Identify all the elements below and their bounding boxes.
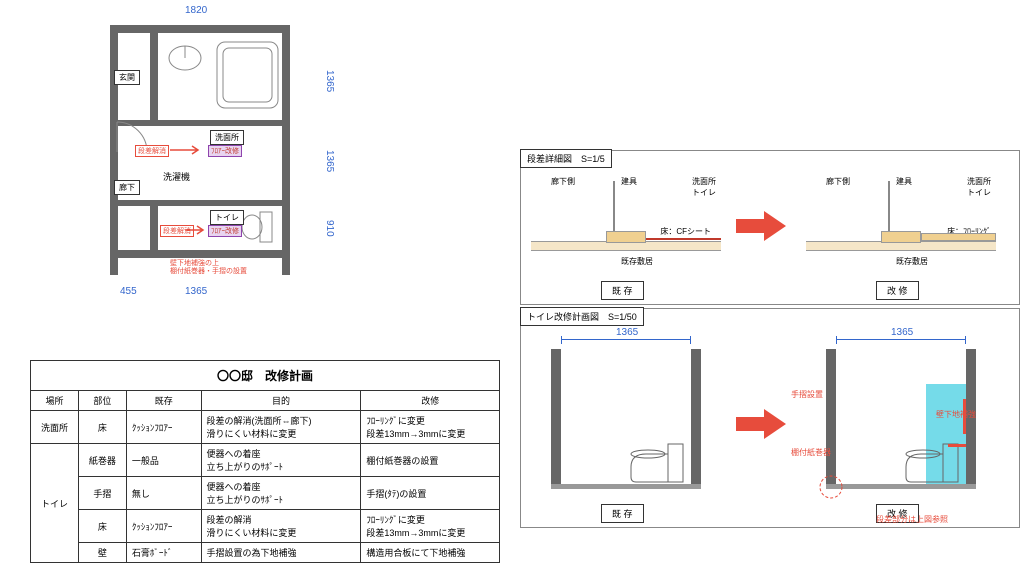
th: 目的 <box>201 391 361 411</box>
lbl: 廊下側 <box>826 176 850 187</box>
floor <box>826 484 976 489</box>
floor-plan: 1820 1365 1365 910 455 1365 玄関 洗面所 洗濯機 廊… <box>100 5 320 295</box>
table-title: 〇〇邸 改修計画 <box>31 361 500 391</box>
room-rouka: 廊下 <box>114 180 140 195</box>
bathtub-icon <box>215 40 280 110</box>
dim-r1: 1365 <box>324 70 335 92</box>
flooring <box>921 233 996 241</box>
threshold <box>606 231 646 243</box>
red-dankai1: 段差解消 <box>135 145 169 157</box>
red-note: 壁下地補強の上 棚付紙巻器・手摺の設置 <box>170 260 247 277</box>
toilet-icon <box>240 210 275 245</box>
dim-top: 1820 <box>185 5 207 16</box>
note-kabe: 壁下地補強 <box>936 409 976 420</box>
purple-1: ﾌﾛｱｰ改修 <box>208 145 242 157</box>
door-line <box>888 181 890 231</box>
table-row: 洗面所 床 ｸｯｼｮﾝﾌﾛｱｰ 段差の解消(洗面所⇔廊下) 滑りにくい材料に変更… <box>31 411 500 444</box>
renovation-table: 〇〇邸 改修計画 場所 部位 既存 目的 改修 洗面所 床 ｸｯｼｮﾝﾌﾛｱｰ … <box>30 360 500 563</box>
note-tesuri: 手摺設置 <box>791 389 823 400</box>
wall <box>150 25 158 125</box>
wall <box>110 25 290 33</box>
lbl: 廊下側 <box>551 176 575 187</box>
lbl: 既存敷居 <box>896 256 928 267</box>
room-toilet: トイレ <box>210 210 244 225</box>
lbl: 建具 <box>621 176 637 187</box>
small-arrow-icon <box>170 145 205 155</box>
table-row: 手摺 無し 便器への着座 立ち上がりのｻﾎﾟｰﾄ 手摺(ﾀﾃ)の設置 <box>31 477 500 510</box>
lbl: 建具 <box>896 176 912 187</box>
sink-icon <box>165 40 205 75</box>
dim-b1: 455 <box>120 286 137 297</box>
dim: 1365 <box>616 327 638 338</box>
detail-panel: 段差詳細図 S=1/5 廊下側 建具 洗面所 トイレ 床：CFシート 既存敷居 … <box>520 150 1020 528</box>
small-arrow-icon <box>185 225 210 235</box>
detail-bottom-title: トイレ改修計画図 S=1/50 <box>520 307 644 326</box>
toilet-detail-box: 1365 1365 既 存 <box>520 308 1020 528</box>
lbl: 既存敷居 <box>621 256 653 267</box>
lbl: 洗面所 トイレ <box>692 176 716 198</box>
wall <box>110 200 290 206</box>
purple-2: ﾌﾛｱｰ改修 <box>208 225 242 237</box>
th: 部位 <box>78 391 126 411</box>
status-existing: 既 存 <box>601 504 644 523</box>
table-row: 床 ｸｯｼｮﾝﾌﾛｱｰ 段差の解消 滑りにくい材料に変更 ﾌﾛｰﾘﾝｸﾞに変更 … <box>31 510 500 543</box>
toilet-side-icon <box>626 439 686 484</box>
room-senmenjo: 洗面所 <box>210 130 244 145</box>
arrow-icon <box>736 409 786 439</box>
threshold <box>881 231 921 243</box>
th: 場所 <box>31 391 79 411</box>
wall <box>691 349 701 489</box>
lbl: 床：CFシート <box>660 226 711 237</box>
th: 既存 <box>126 391 201 411</box>
lbl: 洗面所 トイレ <box>967 176 991 198</box>
circle-callout-icon <box>818 474 844 500</box>
table-row: 壁 石膏ﾎﾞｰﾄﾞ 手摺設置の為下地補強 構造用合板にて下地補強 <box>31 543 500 563</box>
floor <box>551 484 701 489</box>
wall <box>826 349 836 489</box>
door-line <box>613 181 615 231</box>
th: 改修 <box>361 391 500 411</box>
wall <box>551 349 561 489</box>
arrow-icon <box>736 211 786 241</box>
note-kamimaki: 棚付紙巻器 <box>791 447 831 458</box>
status-existing: 既 存 <box>601 281 644 300</box>
dim-r3: 910 <box>324 220 335 237</box>
detail-top-title: 段差詳細図 S=1/5 <box>520 149 612 168</box>
cf-line <box>646 238 721 240</box>
wall <box>282 25 290 275</box>
shelf <box>948 444 966 447</box>
wall <box>150 200 158 255</box>
wall <box>110 250 290 258</box>
dim-line <box>836 339 966 340</box>
dim: 1365 <box>891 327 913 338</box>
room-genkan: 玄関 <box>114 70 140 85</box>
status-modified: 改 修 <box>876 281 919 300</box>
dim-line <box>561 339 691 340</box>
dim-b2: 1365 <box>185 286 207 297</box>
dim-r2: 1365 <box>324 150 335 172</box>
note-dankai: 段差部分は上図参照 <box>876 514 948 525</box>
step-detail-box: 廊下側 建具 洗面所 トイレ 床：CFシート 既存敷居 既 存 廊下側 建具 洗… <box>520 150 1020 305</box>
room-sentakuki: 洗濯機 <box>163 170 190 183</box>
table-row: トイレ 紙巻器 一般品 便器への着座 立ち上がりのｻﾎﾟｰﾄ 棚付紙巻器の設置 <box>31 444 500 477</box>
